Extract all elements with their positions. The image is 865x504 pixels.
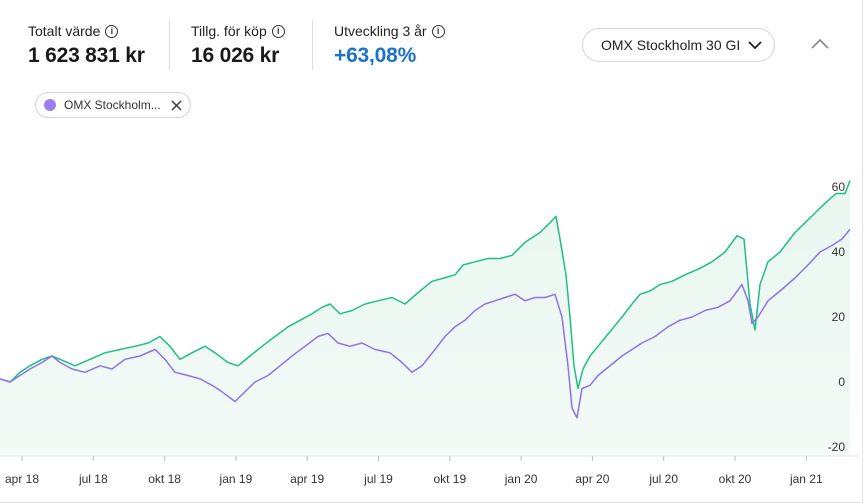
stat-total-value-text: 1 623 831 kr xyxy=(28,44,145,67)
stat-change: Utveckling 3 år i +63,08% xyxy=(334,22,445,68)
x-tick-label: okt 19 xyxy=(433,472,466,486)
stat-total-value: Totalt värde i 1 623 831 kr xyxy=(28,22,145,68)
y-tick-label: 20 xyxy=(832,310,846,324)
x-tick-label: jul 20 xyxy=(648,472,678,486)
x-tick-label: apr 19 xyxy=(290,472,324,486)
stat-change-label: Utveckling 3 år xyxy=(334,23,427,39)
stat-divider xyxy=(169,20,170,70)
close-icon[interactable] xyxy=(171,100,182,111)
stat-available-label-row: Tillg. för köp i xyxy=(191,22,285,40)
x-tick-label: okt 18 xyxy=(148,472,181,486)
info-icon[interactable]: i xyxy=(431,24,445,38)
y-tick-label: -20 xyxy=(828,440,846,454)
series-area-0 xyxy=(0,180,850,456)
x-axis: apr 18 jul 18 okt 18 jan 19 apr 19 jul 19 okt … xyxy=(5,456,823,486)
stat-available-label: Tillg. för köp xyxy=(191,23,267,39)
series-color-dot xyxy=(44,99,56,111)
benchmark-select[interactable]: OMX Stockholm 30 GI xyxy=(582,28,775,62)
x-tick-label: jan 21 xyxy=(789,472,823,486)
benchmark-select-value: OMX Stockholm 30 GI xyxy=(601,37,741,53)
y-tick-label: 0 xyxy=(838,375,845,389)
stat-total-label-row: Totalt värde i xyxy=(28,22,145,40)
stat-divider xyxy=(312,20,313,70)
chart-area-fill xyxy=(0,180,850,456)
chevron-down-icon xyxy=(748,41,762,50)
x-tick-label: apr 20 xyxy=(575,472,609,486)
chevron-up-icon[interactable] xyxy=(808,34,832,54)
stat-available: Tillg. för köp i 16 026 kr xyxy=(191,22,285,68)
x-tick-label: apr 18 xyxy=(5,472,39,486)
stat-change-value-text: +63,08% xyxy=(334,44,417,67)
x-tick-label: jan 20 xyxy=(504,472,538,486)
series-line-0 xyxy=(0,180,851,390)
stat-change-label-row: Utveckling 3 år i xyxy=(334,22,445,40)
chart-series xyxy=(0,180,851,419)
y-tick-label: 40 xyxy=(832,245,846,259)
info-icon[interactable]: i xyxy=(271,24,285,38)
x-tick-label: jul 18 xyxy=(78,472,108,486)
y-axis: 60 40 20 0 -20 xyxy=(828,180,846,454)
x-tick-label: jan 19 xyxy=(219,472,253,486)
y-tick-label: 60 xyxy=(832,180,846,194)
stat-total-label: Totalt värde xyxy=(28,23,101,39)
benchmark-chip-label: OMX Stockholm... xyxy=(64,98,161,112)
benchmark-chip[interactable]: OMX Stockholm... xyxy=(35,92,191,118)
series-line-1 xyxy=(0,228,851,419)
info-icon[interactable]: i xyxy=(105,24,119,38)
x-tick-label: okt 20 xyxy=(719,472,752,486)
stat-available-value-text: 16 026 kr xyxy=(191,44,280,67)
x-tick-label: jul 19 xyxy=(363,472,393,486)
